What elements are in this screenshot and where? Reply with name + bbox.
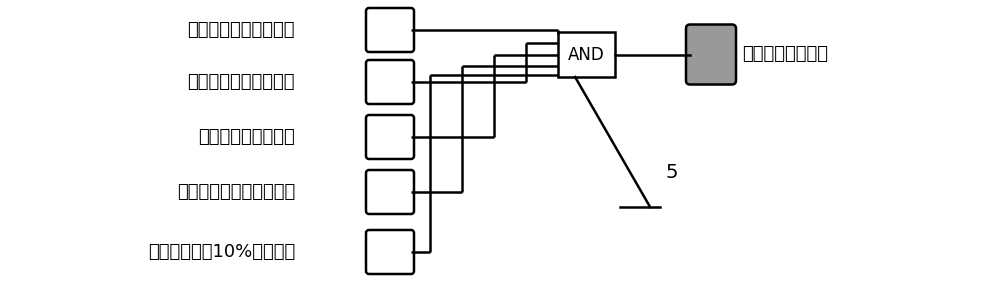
- FancyBboxPatch shape: [366, 230, 414, 274]
- FancyBboxPatch shape: [366, 60, 414, 104]
- Text: 飞轮转速小于10%额定转速: 飞轮转速小于10%额定转速: [148, 243, 295, 261]
- Text: AND: AND: [568, 46, 605, 63]
- Text: 飞轮储能充电允许: 飞轮储能充电允许: [742, 46, 828, 63]
- FancyBboxPatch shape: [686, 25, 736, 84]
- Text: 机组一次调频功能投入: 机组一次调频功能投入: [188, 21, 295, 39]
- Text: 电网频率信号品质好: 电网频率信号品质好: [198, 128, 295, 146]
- Text: 储能系统高压柜合闸状态: 储能系统高压柜合闸状态: [177, 183, 295, 201]
- Text: 5: 5: [665, 163, 678, 182]
- FancyBboxPatch shape: [366, 170, 414, 214]
- FancyBboxPatch shape: [366, 115, 414, 159]
- FancyBboxPatch shape: [366, 8, 414, 52]
- Bar: [558, 32, 615, 77]
- Text: 飞轮储能辅助调频投入: 飞轮储能辅助调频投入: [188, 73, 295, 91]
